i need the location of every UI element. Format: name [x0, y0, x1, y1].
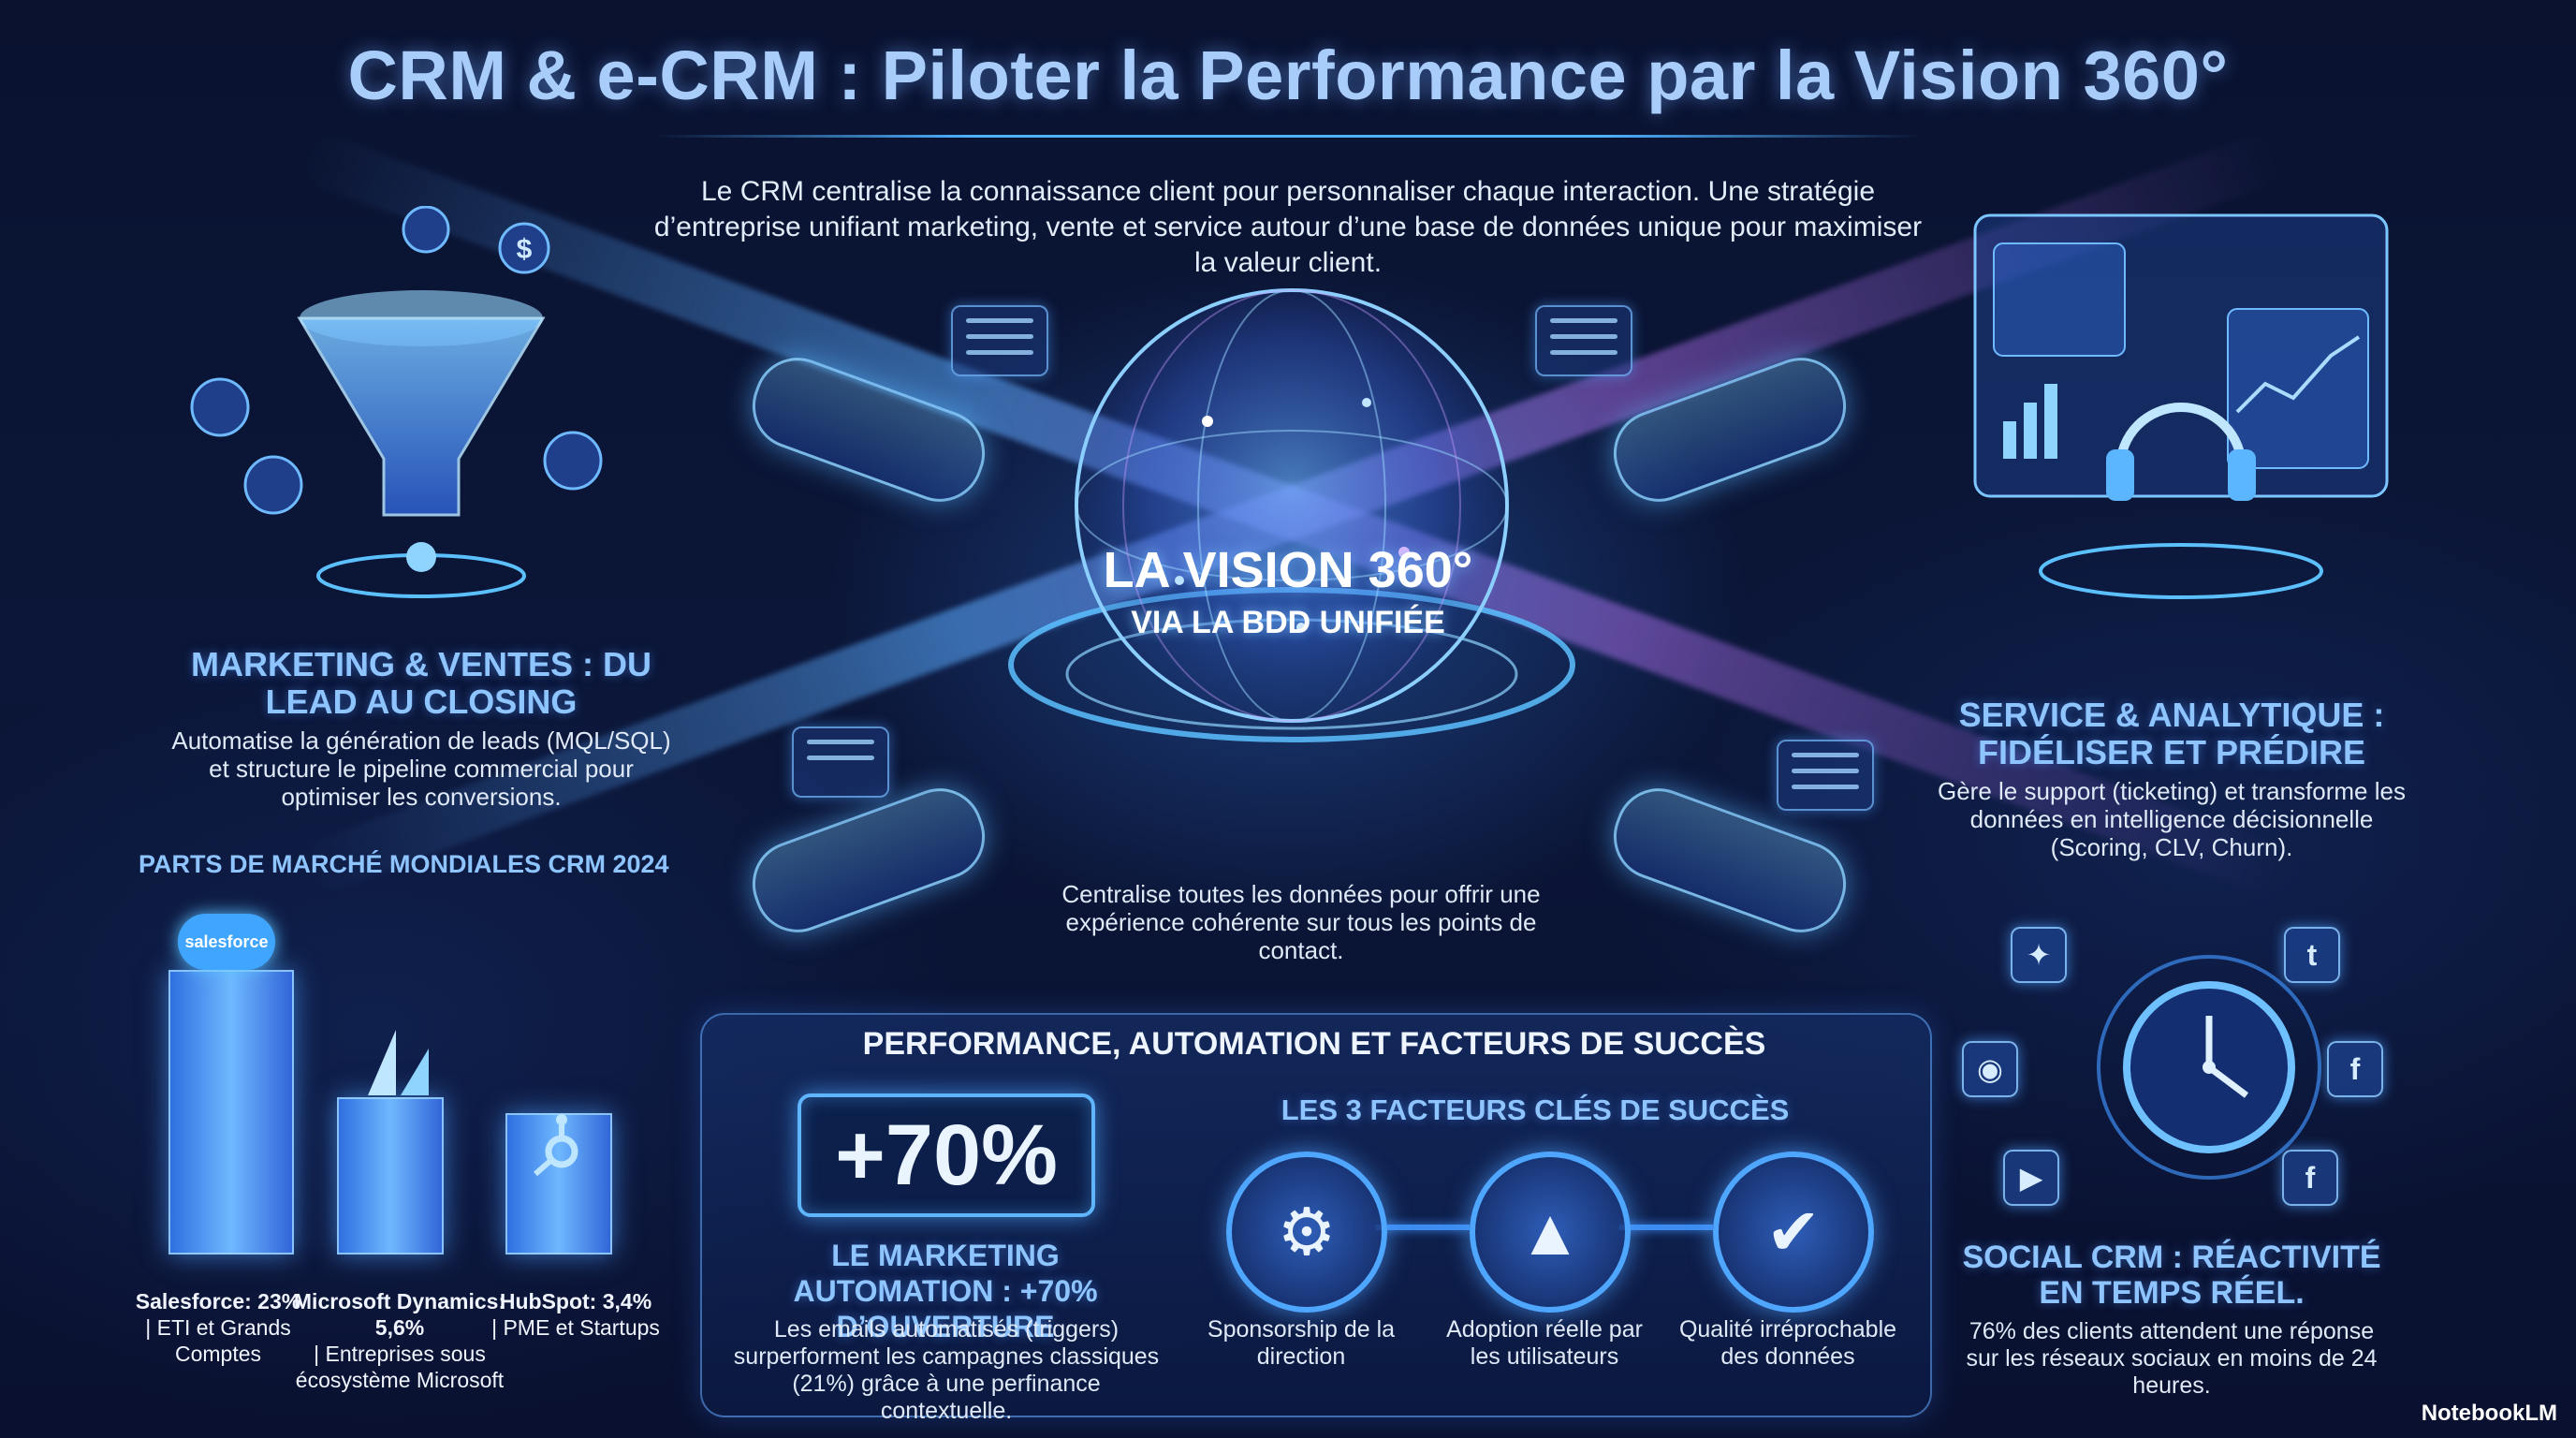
- bar-name: Microsoft Dynamics: 5,6%: [293, 1289, 506, 1340]
- instagram-icon: ◉: [1962, 1041, 2018, 1097]
- bar-microsoft: [337, 1097, 444, 1255]
- factors-title: LES 3 FACTEURS CLÉS DE SUCCÈS: [1281, 1093, 1790, 1126]
- service-dashboard-graphic: [1973, 213, 2389, 599]
- hubspot-logo: [534, 1114, 578, 1177]
- bar-label-microsoft: Microsoft Dynamics: 5,6% | Entreprises s…: [283, 1288, 517, 1393]
- bar-detail: | Entreprises sous écosystème Microsoft: [295, 1342, 505, 1392]
- data-card: [1777, 740, 1874, 811]
- factor-connector: [1376, 1225, 1470, 1230]
- center-caption: Centralise toutes les données pour offri…: [1061, 880, 1541, 964]
- social-title: SOCIAL CRM : RÉACTIVITÉ EN TEMPS RÉEL.: [1962, 1240, 2381, 1311]
- service-body: Gère le support (ticketing) et transform…: [1938, 777, 2406, 861]
- data-card: [1535, 305, 1632, 376]
- performance-title: PERFORMANCE, AUTOMATION ET FACTEURS DE S…: [862, 1026, 1766, 1062]
- network-icon: ✦: [2011, 927, 2067, 983]
- factor-connector: [1619, 1225, 1713, 1230]
- bar-name: HubSpot: 3,4%: [499, 1289, 652, 1313]
- factor-label: Sponsorship de la direction: [1207, 1316, 1396, 1370]
- stat-body: Les emails automatisés (triggers) surper…: [733, 1316, 1160, 1424]
- bar-detail: | PME et Startups: [491, 1315, 660, 1340]
- social-body: 76% des clients attendent une réponse su…: [1966, 1318, 2378, 1399]
- intro-text: Le CRM centralise la connaissance client…: [653, 176, 1923, 278]
- bar-salesforce: [168, 970, 294, 1255]
- handshake-icon: ⚙: [1226, 1152, 1387, 1313]
- microsoft-dynamics-logo: [368, 1030, 429, 1095]
- bar-label-salesforce: Salesforce: 23% | ETI et Grands Comptes: [110, 1288, 326, 1367]
- stat-value: +70%: [798, 1093, 1095, 1217]
- salesforce-logo: salesforce: [178, 914, 275, 970]
- data-tube: [739, 776, 998, 945]
- social-clock-graphic: [2097, 955, 2321, 1180]
- marketing-title: MARKETING & VENTES : DU LEAD AU CLOSING: [190, 645, 651, 721]
- watermark: NotebookLM: [2421, 1401, 2557, 1426]
- chart-card: [792, 726, 889, 798]
- page-title: CRM & e-CRM : Piloter la Performance par…: [347, 37, 2229, 114]
- factor-label: Adoption réelle par les utilisateurs: [1446, 1316, 1643, 1370]
- twitter-icon: t: [2284, 927, 2340, 983]
- facebook-icon: f: [2282, 1150, 2338, 1206]
- bar-label-hubspot: HubSpot: 3,4% | PME et Startups: [487, 1288, 665, 1341]
- globe-graphic: [1008, 288, 1575, 742]
- facebook-icon: f: [2327, 1041, 2383, 1097]
- center-title: LA VISION 360°: [1103, 542, 1473, 598]
- user-growth-icon: ▲: [1470, 1152, 1631, 1313]
- stat-title: LE MARKETING AUTOMATION : +70% D’OUVERTU…: [793, 1239, 1098, 1343]
- service-title: SERVICE & ANALYTIQUE : FIDÉLISER ET PRÉD…: [1958, 696, 2385, 771]
- funnel-graphic: $: [190, 206, 603, 598]
- marketing-body: Automatise la génération de leads (MQL/S…: [171, 726, 671, 811]
- youtube-icon: ▶: [2003, 1150, 2059, 1206]
- bar-name: Salesforce: 23%: [135, 1289, 301, 1313]
- database-check-icon: ✔: [1713, 1152, 1874, 1313]
- bar-detail: | ETI et Grands Comptes: [145, 1315, 291, 1366]
- factor-label: Qualité irréprochable des données: [1678, 1316, 1897, 1370]
- title-divider: [655, 135, 1921, 138]
- svg-text:$: $: [517, 234, 533, 265]
- market-share-title: PARTS DE MARCHÉ MONDIALES CRM 2024: [139, 850, 669, 878]
- data-card: [951, 305, 1048, 376]
- center-subtitle: VIA LA BDD UNIFIÉE: [1131, 605, 1445, 640]
